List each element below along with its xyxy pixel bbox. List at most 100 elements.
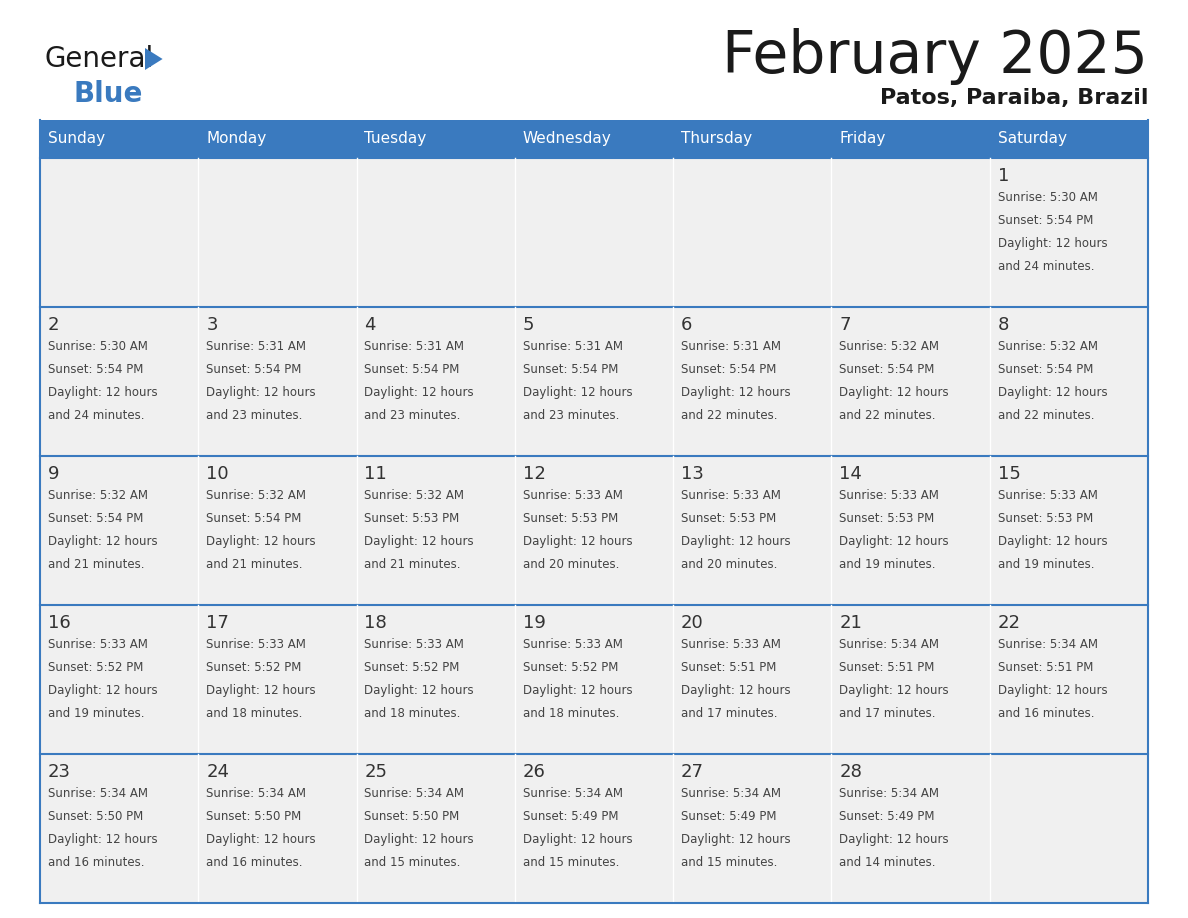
Text: Sunset: 5:54 PM: Sunset: 5:54 PM [365, 363, 460, 375]
Text: Sunset: 5:49 PM: Sunset: 5:49 PM [840, 810, 935, 823]
Text: Daylight: 12 hours: Daylight: 12 hours [365, 684, 474, 697]
Text: 24: 24 [207, 763, 229, 781]
Bar [40, 120, 198, 158]
Text: and 22 minutes.: and 22 minutes. [840, 409, 936, 422]
Text: Sunset: 5:53 PM: Sunset: 5:53 PM [998, 512, 1093, 525]
Bar [40, 456, 198, 605]
Text: Sunday: Sunday [48, 131, 105, 147]
Bar [198, 158, 356, 307]
Text: Blue: Blue [72, 80, 143, 108]
Text: Daylight: 12 hours: Daylight: 12 hours [523, 833, 632, 846]
Text: and 21 minutes.: and 21 minutes. [48, 558, 145, 571]
Text: and 24 minutes.: and 24 minutes. [48, 409, 145, 422]
Text: and 21 minutes.: and 21 minutes. [207, 558, 303, 571]
Bar [356, 120, 514, 158]
Text: Daylight: 12 hours: Daylight: 12 hours [840, 684, 949, 697]
Text: and 15 minutes.: and 15 minutes. [365, 856, 461, 869]
Bar [674, 158, 832, 307]
Text: 1: 1 [998, 167, 1009, 185]
Text: Daylight: 12 hours: Daylight: 12 hours [840, 833, 949, 846]
Bar [674, 754, 832, 903]
Text: and 23 minutes.: and 23 minutes. [207, 409, 303, 422]
Bar [832, 605, 990, 754]
Bar [832, 456, 990, 605]
Text: Patos, Paraiba, Brazil: Patos, Paraiba, Brazil [879, 88, 1148, 108]
Text: and 17 minutes.: and 17 minutes. [681, 707, 778, 720]
Text: Sunset: 5:49 PM: Sunset: 5:49 PM [681, 810, 777, 823]
Text: Sunrise: 5:34 AM: Sunrise: 5:34 AM [681, 787, 781, 800]
Text: 5: 5 [523, 316, 535, 334]
Text: and 15 minutes.: and 15 minutes. [523, 856, 619, 869]
Text: Daylight: 12 hours: Daylight: 12 hours [365, 833, 474, 846]
Text: and 22 minutes.: and 22 minutes. [681, 409, 778, 422]
Text: 3: 3 [207, 316, 217, 334]
Text: and 17 minutes.: and 17 minutes. [840, 707, 936, 720]
Bar [990, 456, 1148, 605]
Text: Daylight: 12 hours: Daylight: 12 hours [681, 386, 791, 399]
Text: Sunset: 5:49 PM: Sunset: 5:49 PM [523, 810, 618, 823]
Text: Sunrise: 5:30 AM: Sunrise: 5:30 AM [998, 191, 1098, 204]
Text: Sunrise: 5:34 AM: Sunrise: 5:34 AM [840, 787, 940, 800]
Text: 18: 18 [365, 614, 387, 632]
Text: Sunrise: 5:32 AM: Sunrise: 5:32 AM [365, 488, 465, 502]
Bar [356, 307, 514, 456]
Text: 12: 12 [523, 465, 545, 483]
Text: 14: 14 [840, 465, 862, 483]
Text: Sunrise: 5:31 AM: Sunrise: 5:31 AM [523, 340, 623, 353]
Text: Daylight: 12 hours: Daylight: 12 hours [207, 386, 316, 399]
Text: 15: 15 [998, 465, 1020, 483]
Text: Sunrise: 5:33 AM: Sunrise: 5:33 AM [840, 488, 940, 502]
Text: Sunrise: 5:34 AM: Sunrise: 5:34 AM [207, 787, 307, 800]
Text: Sunrise: 5:32 AM: Sunrise: 5:32 AM [840, 340, 940, 353]
Text: 19: 19 [523, 614, 545, 632]
Text: Sunrise: 5:33 AM: Sunrise: 5:33 AM [998, 488, 1098, 502]
Text: Daylight: 12 hours: Daylight: 12 hours [840, 535, 949, 548]
Bar [674, 120, 832, 158]
Text: Sunset: 5:54 PM: Sunset: 5:54 PM [207, 363, 302, 375]
Text: 26: 26 [523, 763, 545, 781]
Text: Sunset: 5:50 PM: Sunset: 5:50 PM [207, 810, 302, 823]
Text: Sunset: 5:51 PM: Sunset: 5:51 PM [840, 661, 935, 674]
Bar [356, 456, 514, 605]
Text: Saturday: Saturday [998, 131, 1067, 147]
Text: 13: 13 [681, 465, 704, 483]
Bar [990, 307, 1148, 456]
Text: and 18 minutes.: and 18 minutes. [207, 707, 303, 720]
Text: 23: 23 [48, 763, 71, 781]
Text: 25: 25 [365, 763, 387, 781]
Text: Friday: Friday [840, 131, 886, 147]
Text: and 14 minutes.: and 14 minutes. [840, 856, 936, 869]
Text: and 19 minutes.: and 19 minutes. [998, 558, 1094, 571]
Text: Sunrise: 5:34 AM: Sunrise: 5:34 AM [998, 638, 1098, 651]
Text: Sunset: 5:53 PM: Sunset: 5:53 PM [523, 512, 618, 525]
Text: and 16 minutes.: and 16 minutes. [207, 856, 303, 869]
Text: Sunset: 5:54 PM: Sunset: 5:54 PM [840, 363, 935, 375]
Text: Sunset: 5:52 PM: Sunset: 5:52 PM [48, 661, 144, 674]
Text: Sunrise: 5:32 AM: Sunrise: 5:32 AM [998, 340, 1098, 353]
Text: Sunrise: 5:34 AM: Sunrise: 5:34 AM [365, 787, 465, 800]
Text: Tuesday: Tuesday [365, 131, 426, 147]
Bar [198, 307, 356, 456]
Text: Sunset: 5:53 PM: Sunset: 5:53 PM [365, 512, 460, 525]
Text: Sunset: 5:52 PM: Sunset: 5:52 PM [523, 661, 618, 674]
Bar [832, 307, 990, 456]
Bar [40, 307, 198, 456]
Text: 2: 2 [48, 316, 59, 334]
Text: Thursday: Thursday [681, 131, 752, 147]
Text: and 21 minutes.: and 21 minutes. [365, 558, 461, 571]
Text: 16: 16 [48, 614, 70, 632]
Text: Sunset: 5:53 PM: Sunset: 5:53 PM [681, 512, 776, 525]
Text: 28: 28 [840, 763, 862, 781]
Text: Daylight: 12 hours: Daylight: 12 hours [998, 684, 1107, 697]
Text: and 22 minutes.: and 22 minutes. [998, 409, 1094, 422]
Text: and 20 minutes.: and 20 minutes. [523, 558, 619, 571]
Text: Sunrise: 5:32 AM: Sunrise: 5:32 AM [48, 488, 148, 502]
Text: Sunrise: 5:33 AM: Sunrise: 5:33 AM [48, 638, 147, 651]
Bar [514, 605, 674, 754]
Bar [990, 158, 1148, 307]
Text: Daylight: 12 hours: Daylight: 12 hours [840, 386, 949, 399]
Text: and 15 minutes.: and 15 minutes. [681, 856, 777, 869]
Bar [674, 605, 832, 754]
Bar [832, 158, 990, 307]
Text: Sunrise: 5:33 AM: Sunrise: 5:33 AM [523, 638, 623, 651]
